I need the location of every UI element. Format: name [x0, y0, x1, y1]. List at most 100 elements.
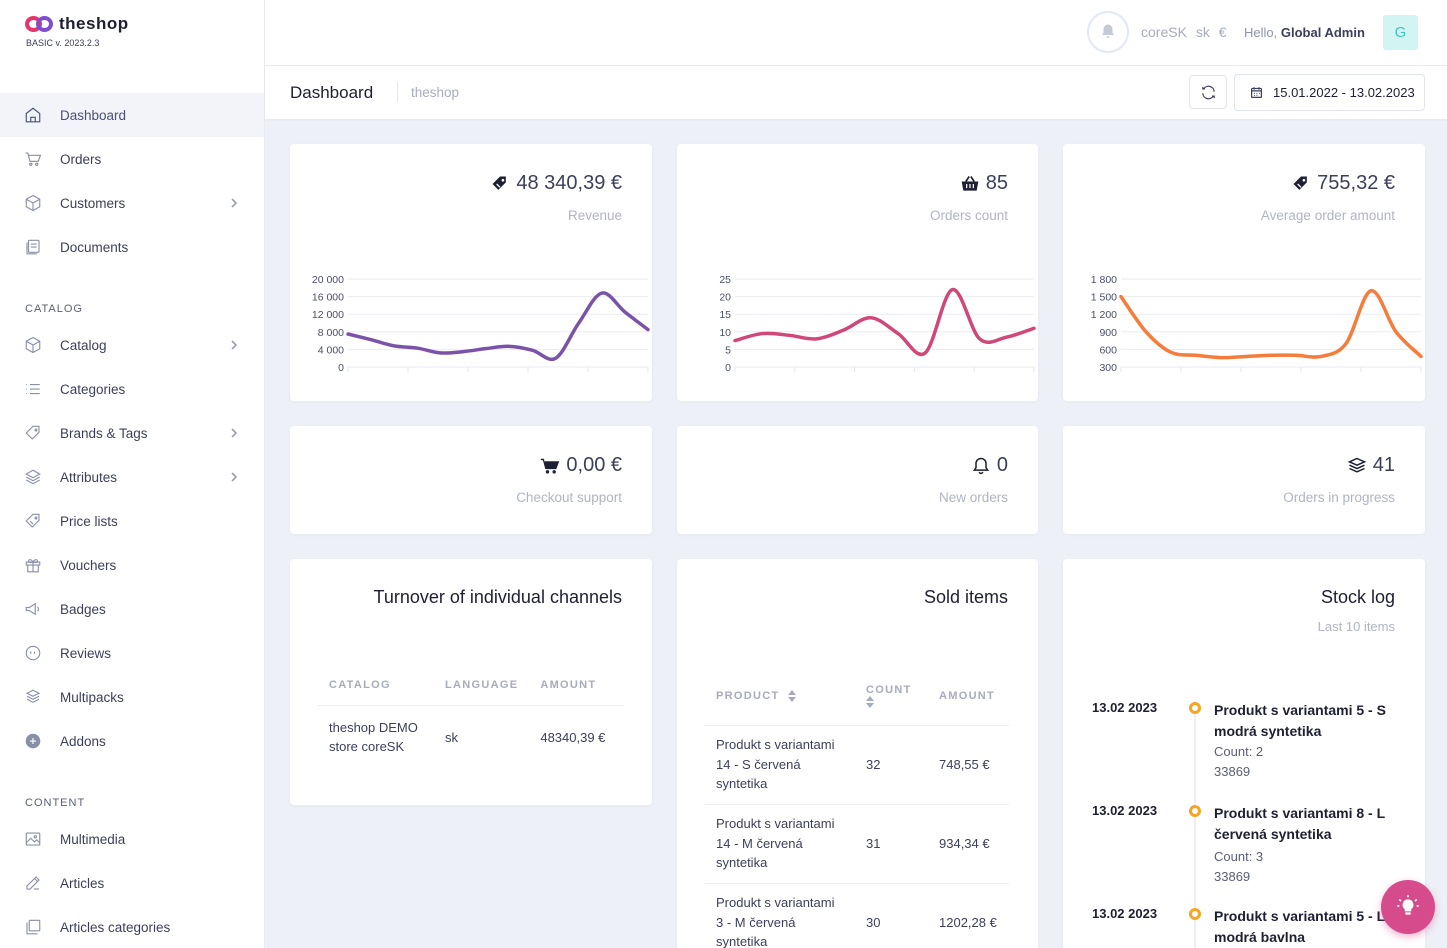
user-greeting[interactable]: Hello, Global Admin — [1244, 25, 1365, 40]
average-label: Average order amount — [1260, 208, 1395, 223]
timeline-code: 33869 — [1214, 868, 1251, 884]
sold-items-card: Sold items PRODUCT COUNT AMOUNT Produkt … — [677, 559, 1038, 948]
nav-section-title: CATALOG — [25, 303, 83, 315]
in-progress-value: 41 — [1347, 454, 1395, 477]
greeting-prefix: Hello, — [1244, 25, 1278, 40]
y-tick-label: 8 000 — [318, 327, 344, 339]
sidebar-item-label: Brands & Tags — [60, 425, 148, 441]
sidebar-item-attributes[interactable]: Attributes — [0, 455, 264, 499]
sidebar-item-documents[interactable]: Documents — [0, 225, 264, 269]
revenue-card: 48 340,39 € Revenue 20 000 16 000 12 000 8 … — [290, 144, 652, 401]
timeline-title[interactable]: Produkt s variantami 5 - S modrá synteti… — [1214, 702, 1386, 739]
orders-card: 85 Orders count 25 20 15 10 5 0 — [677, 144, 1038, 401]
sidebar: theshop BASIC v. 2023.2.3 Dashboard Order… — [0, 0, 265, 948]
sidebar-item-price-lists[interactable]: Price lists — [0, 499, 264, 543]
channels-header-amount[interactable]: AMOUNT — [529, 665, 624, 706]
chevron-right-icon — [227, 196, 241, 210]
sidebar-item-articles[interactable]: Articles — [0, 861, 264, 905]
stock-log-title: Stock log — [1320, 587, 1395, 607]
edit-icon — [24, 874, 42, 892]
price-tag-icon — [1293, 176, 1307, 190]
user-name: Global Admin — [1280, 25, 1365, 40]
sold-product: Produkt s variantami 14 - S červená synt… — [705, 725, 855, 805]
sidebar-item-label: Addons — [60, 733, 106, 749]
new-orders-card: 0 New orders — [677, 426, 1038, 534]
layers-icon — [24, 468, 42, 486]
orders-chart: 25 20 15 10 5 0 — [719, 274, 1036, 374]
checkout-value: 0,00 € — [540, 454, 622, 477]
timeline-date: 13.02 2023 — [1092, 803, 1158, 818]
brand-version: BASIC v. 2023.2.3 — [26, 38, 100, 48]
avatar[interactable]: G — [1383, 15, 1418, 50]
timeline-meta: Count: 3 33869 — [1214, 847, 1263, 886]
breadcrumb[interactable]: theshop — [411, 85, 460, 100]
sold-header-count[interactable]: COUNT — [855, 667, 928, 726]
brand-name: theshop — [59, 14, 129, 33]
sidebar-item-customers[interactable]: Customers — [0, 181, 264, 225]
timeline-count: Count: 2 — [1214, 744, 1264, 759]
series-line — [1119, 289, 1423, 360]
calendar-icon — [1251, 87, 1262, 98]
sold-count: 32 — [855, 725, 928, 805]
sidebar-item-label: Categories — [60, 381, 126, 397]
checkout-card: 0,00 € Checkout support — [290, 426, 652, 534]
sold-header-product-label: PRODUCT — [716, 689, 780, 702]
sold-header-amount[interactable]: AMOUNT — [928, 667, 1009, 726]
image-icon — [24, 830, 42, 848]
revenue-value: 48 340,39 € — [490, 172, 622, 195]
sold-amount: 748,55 € — [928, 725, 1009, 805]
y-tick-label: 600 — [1099, 344, 1117, 356]
timeline-title[interactable]: Produkt s variantami 8 - L červená synte… — [1214, 805, 1385, 842]
bell-icon — [972, 457, 989, 474]
checkout-label: Checkout support — [516, 490, 622, 505]
sidebar-item-multipacks[interactable]: Multipacks — [0, 675, 264, 719]
sidebar-item-label: Customers — [60, 195, 126, 211]
tips-button[interactable] — [1381, 880, 1435, 934]
lightbulb-icon — [1397, 895, 1419, 915]
store-selector[interactable]: coreSK sk € — [1141, 24, 1232, 40]
date-range-picker[interactable]: 15.01.2022 - 13.02.2023 — [1234, 74, 1425, 111]
sidebar-item-categories[interactable]: Categories — [0, 367, 264, 411]
sidebar-item-label: Documents — [60, 239, 129, 255]
notifications-button[interactable] — [1087, 11, 1129, 53]
average-amount: 755,32 € — [1317, 172, 1395, 194]
timeline-code: 33869 — [1214, 763, 1251, 779]
sidebar-item-articles-categories[interactable]: Articles categories — [0, 905, 264, 948]
channel-catalog: theshop DEMO store coreSK — [329, 719, 418, 755]
timeline-dot-icon — [1189, 702, 1201, 714]
sidebar-item-brands-tags[interactable]: Brands & Tags — [0, 411, 264, 455]
sidebar-item-orders[interactable]: Orders — [0, 137, 264, 181]
sidebar-item-vouchers[interactable]: Vouchers — [0, 543, 264, 587]
sold-amount: 934,34 € — [928, 804, 1009, 884]
refresh-button[interactable] — [1189, 75, 1227, 109]
sidebar-item-addons[interactable]: Addons — [0, 719, 264, 763]
sidebar-item-badges[interactable]: Badges — [0, 587, 264, 631]
timeline-title[interactable]: Produkt s variantami 5 - L modrá bavlna — [1214, 908, 1385, 945]
channels-header-catalog[interactable]: CATALOG — [318, 665, 434, 706]
sold-items-title: Sold items — [923, 587, 1008, 607]
sidebar-item-dashboard[interactable]: Dashboard — [0, 93, 264, 137]
channels-header-language[interactable]: LANGUAGE — [434, 665, 530, 706]
sidebar-item-catalog[interactable]: Catalog — [0, 323, 264, 367]
stock-log-card: Stock log Last 10 items 13.02 2023 Produ… — [1063, 559, 1425, 948]
chevron-right-icon — [227, 470, 241, 484]
price-tag-icon — [24, 512, 42, 530]
orders-amount: 85 — [985, 172, 1008, 194]
sidebar-item-multimedia[interactable]: Multimedia — [0, 817, 264, 861]
in-progress-amount: 41 — [1372, 454, 1395, 476]
plus-circle-icon — [24, 732, 42, 750]
sold-product: Produkt s variantami 14 - M červená synt… — [705, 804, 855, 884]
brand[interactable]: theshop BASIC v. 2023.2.3 — [25, 14, 129, 48]
sidebar-item-label: Dashboard — [60, 107, 127, 123]
average-value: 755,32 € — [1291, 172, 1395, 195]
sidebar-item-reviews[interactable]: Reviews — [0, 631, 264, 675]
sidebar-item-label: Catalog — [60, 337, 107, 353]
quote-icon — [24, 644, 42, 662]
checkout-cart-icon — [541, 458, 560, 473]
y-tick-label: 1 800 — [1091, 274, 1117, 286]
sidebar-item-label: Vouchers — [60, 557, 117, 573]
sidebar-nav: Dashboard Orders Customers Documents CATALOG… — [0, 93, 264, 948]
sold-header-product[interactable]: PRODUCT — [705, 667, 855, 726]
y-tick-label: 5 — [725, 344, 731, 356]
series-line — [733, 287, 1036, 357]
